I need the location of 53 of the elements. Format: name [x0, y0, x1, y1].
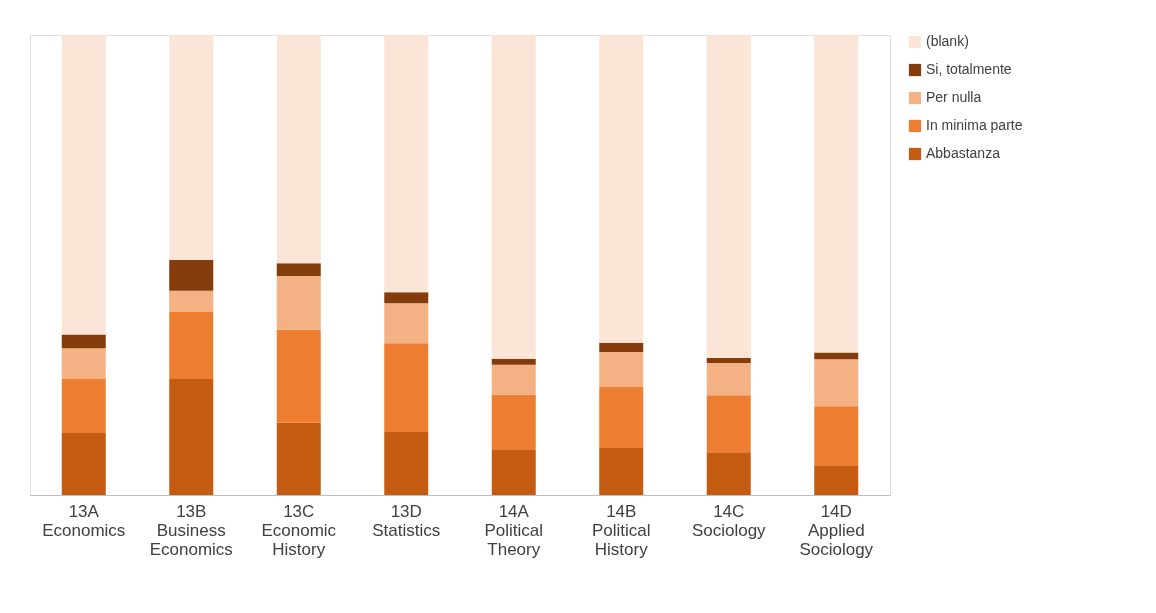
bar [814, 359, 859, 407]
bar [61, 334, 106, 349]
legend-label: (blank) [926, 33, 969, 49]
bar [706, 452, 751, 495]
bar [599, 342, 644, 352]
bar [169, 379, 214, 495]
bar [169, 35, 214, 260]
x-tick-label: 13C Economic History [261, 501, 337, 559]
bar [61, 432, 106, 495]
bar [384, 292, 429, 304]
x-tick-label: 13D Statistics [372, 501, 441, 540]
bar [276, 329, 321, 423]
bar [276, 422, 321, 495]
bar [276, 276, 321, 330]
bar [61, 35, 106, 335]
bar [169, 290, 214, 312]
x-tick-label: 14C Sociology [691, 501, 767, 540]
bar [814, 352, 859, 360]
bar [384, 35, 429, 293]
legend-label: Abbastanza [926, 145, 1001, 161]
bar [491, 35, 536, 359]
bar [706, 357, 751, 363]
x-tick-label: 13A Economics [42, 501, 126, 540]
bar [814, 35, 859, 353]
bar [599, 386, 644, 449]
bar [491, 364, 536, 395]
x-tick-label: 14A Political Theory [484, 501, 544, 559]
bar [384, 431, 429, 495]
bar [599, 351, 644, 387]
bar [61, 379, 106, 433]
bar [491, 394, 536, 450]
bar [169, 311, 214, 380]
legend-label: Si, totalmente [926, 61, 1012, 77]
bar [814, 466, 859, 495]
bar [169, 259, 214, 291]
legend-label: Per nulla [926, 89, 982, 105]
x-tick-label: 14D Applied Sociology [799, 501, 874, 559]
bar [599, 448, 644, 495]
x-tick-label: 14B Political History [591, 501, 651, 559]
bar [814, 406, 859, 467]
bar [706, 362, 751, 396]
bar [276, 35, 321, 264]
bar [276, 263, 321, 277]
legend-label: In minima parte [926, 117, 1023, 133]
x-tick-label: 13B Business Economics [149, 501, 233, 559]
bar [384, 343, 429, 432]
bar [706, 395, 751, 453]
bar [491, 358, 536, 365]
bar [706, 35, 751, 358]
bar [599, 35, 644, 343]
bar [491, 449, 536, 495]
bar [384, 303, 429, 344]
bar [61, 348, 106, 380]
